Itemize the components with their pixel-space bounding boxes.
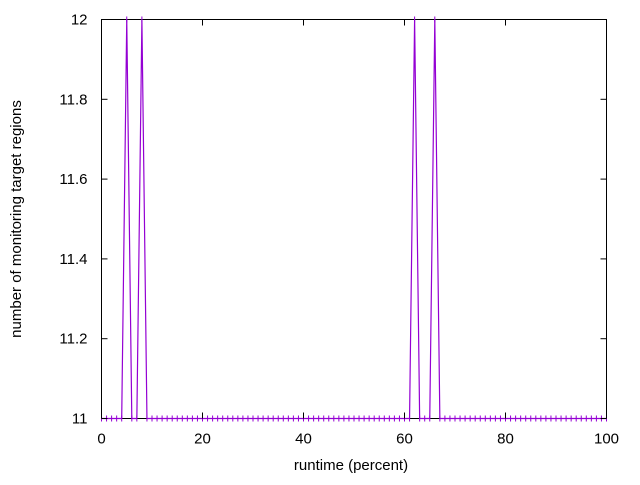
y-axis-label: number of monitoring target regions — [8, 100, 25, 338]
x-tick-label: 100 — [594, 431, 619, 448]
x-tick-label: 60 — [396, 431, 413, 448]
y-tick-label: 11.2 — [59, 331, 87, 348]
y-tick-label: 12 — [71, 12, 88, 29]
x-tick-label: 40 — [295, 431, 312, 448]
tick-layer: 0 20 40 60 80 100 11 11.2 11.4 11.6 11.8 12 — [59, 12, 619, 448]
x-tick-label: 20 — [194, 431, 211, 448]
y-tick-label: 11.4 — [59, 251, 87, 268]
y-tick-label: 11.6 — [59, 171, 87, 188]
x-tick-label: 0 — [97, 431, 105, 448]
x-axis-label: runtime (percent) — [294, 457, 408, 474]
series-layer — [101, 16, 607, 422]
plot-border — [101, 19, 607, 419]
x-tick-label: 80 — [497, 431, 514, 448]
y-tick-label: 11 — [72, 411, 88, 428]
y-tick-label: 11.8 — [59, 91, 87, 108]
series-line — [101, 18, 607, 420]
